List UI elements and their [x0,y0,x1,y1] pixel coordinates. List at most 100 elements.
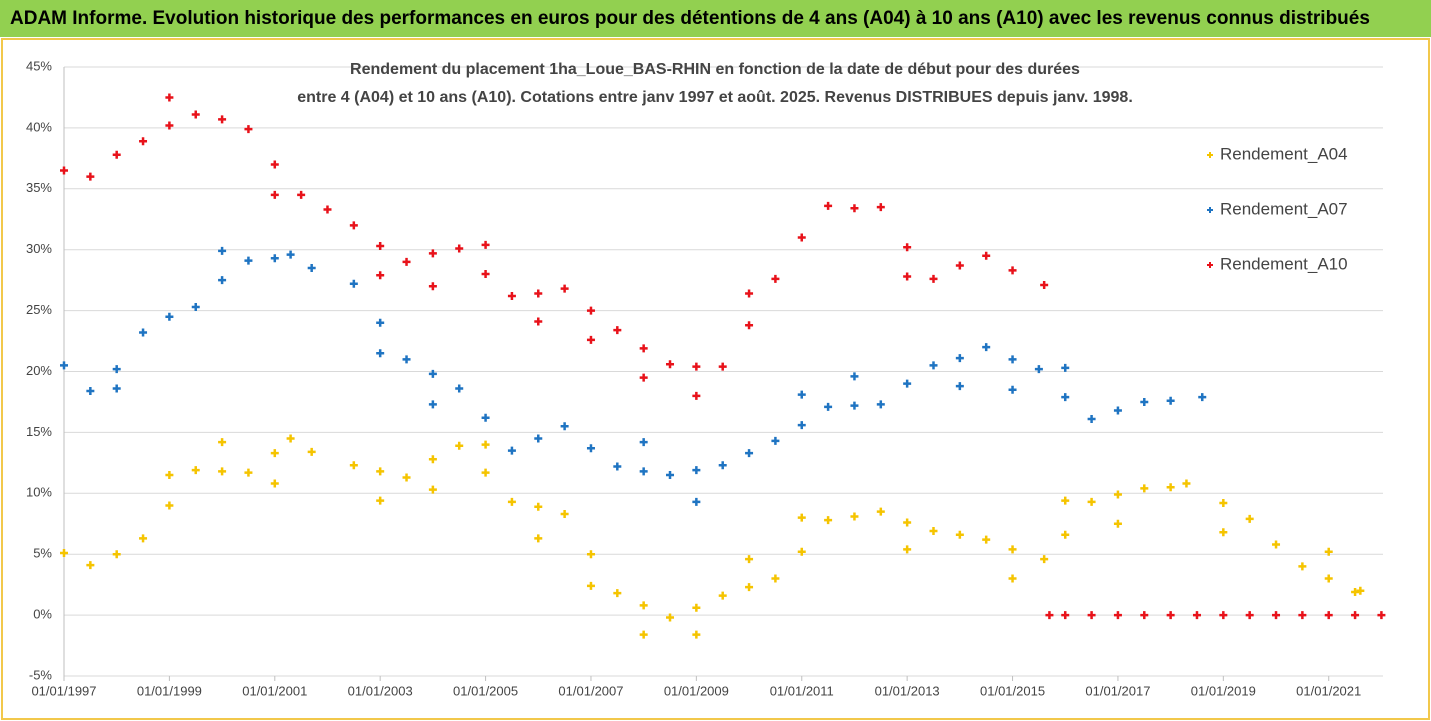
data-point [1272,611,1281,620]
legend-label: Rendement_A07 [1220,199,1348,218]
data-point [666,613,675,622]
data-point [903,545,912,554]
data-point [323,205,332,214]
data-point [1324,574,1333,583]
data-point [745,583,754,592]
data-point [560,510,569,519]
data-point [586,335,595,344]
data-point [507,497,516,506]
data-point [218,115,227,124]
data-point [955,261,964,270]
data-point [376,496,385,505]
x-tick-label: 01/01/1999 [137,683,202,698]
data-point [1040,281,1049,290]
data-point [1061,611,1070,620]
data-point [1087,415,1096,424]
data-point [692,630,701,639]
data-point [560,422,569,431]
data-point [1272,540,1281,549]
data-point [903,272,912,281]
data-point [376,467,385,476]
data-point [1140,397,1149,406]
data-point [481,240,490,249]
legend-marker [1207,207,1213,213]
data-point [112,150,121,159]
data-point [876,203,885,212]
data-point [534,502,543,511]
chart-subtitle: entre 4 (A04) et 10 ans (A10). Cotations… [297,89,1133,106]
y-tick-label: 20% [26,363,52,378]
data-point [534,289,543,298]
data-point [560,284,569,293]
data-point [349,279,358,288]
data-point [745,321,754,330]
data-point [850,512,859,521]
data-point [1008,385,1017,394]
x-tick-label: 01/01/2017 [1085,683,1150,698]
data-point [1298,611,1307,620]
data-point [165,471,174,480]
data-point [428,282,437,291]
data-point [692,497,701,506]
data-point [1140,484,1149,493]
data-point [428,455,437,464]
data-point [165,312,174,321]
legend-label: Rendement_A10 [1220,254,1348,273]
x-tick-label: 01/01/1997 [31,683,96,698]
data-point [191,466,200,475]
x-tick-label: 01/01/2001 [242,683,307,698]
data-point [1377,611,1386,620]
data-point [850,204,859,213]
data-point [428,369,437,378]
y-tick-label: 45% [26,58,52,73]
data-point [876,400,885,409]
data-point [586,581,595,590]
data-point [428,249,437,258]
data-point [1166,483,1175,492]
legend-marker [1207,152,1213,158]
data-point [639,344,648,353]
data-point [1219,499,1228,508]
data-point [86,386,95,395]
data-point [60,166,68,175]
data-point [718,591,727,600]
data-point [376,318,385,327]
data-point [771,574,780,583]
x-tick-label: 01/01/2005 [453,683,518,698]
data-point [218,438,227,447]
data-point [297,190,306,199]
y-tick-label: 25% [26,302,52,317]
data-point [666,360,675,369]
x-tick-label: 01/01/2019 [1191,683,1256,698]
legend-marker [1207,262,1213,268]
data-point [112,384,121,393]
data-point [1219,611,1228,620]
data-point [1198,393,1207,402]
data-point [307,447,316,456]
y-tick-label: 10% [26,485,52,500]
data-point [955,382,964,391]
data-point [1324,611,1333,620]
x-tick-label: 01/01/2003 [348,683,413,698]
data-point [139,534,148,543]
data-point [955,354,964,363]
data-point [1298,562,1307,571]
data-point [376,349,385,358]
data-point [455,244,464,253]
data-point [270,479,279,488]
data-point [455,384,464,393]
data-point [165,501,174,510]
data-point [745,289,754,298]
data-point [1166,396,1175,405]
data-point [376,271,385,280]
data-point [903,518,912,527]
y-tick-label: 35% [26,180,52,195]
data-point [797,233,806,242]
data-point [797,547,806,556]
data-point [1034,365,1043,374]
data-point [86,561,95,570]
data-point [1008,574,1017,583]
data-point [534,317,543,326]
data-point [1245,611,1254,620]
chart-frame [1,38,1430,720]
